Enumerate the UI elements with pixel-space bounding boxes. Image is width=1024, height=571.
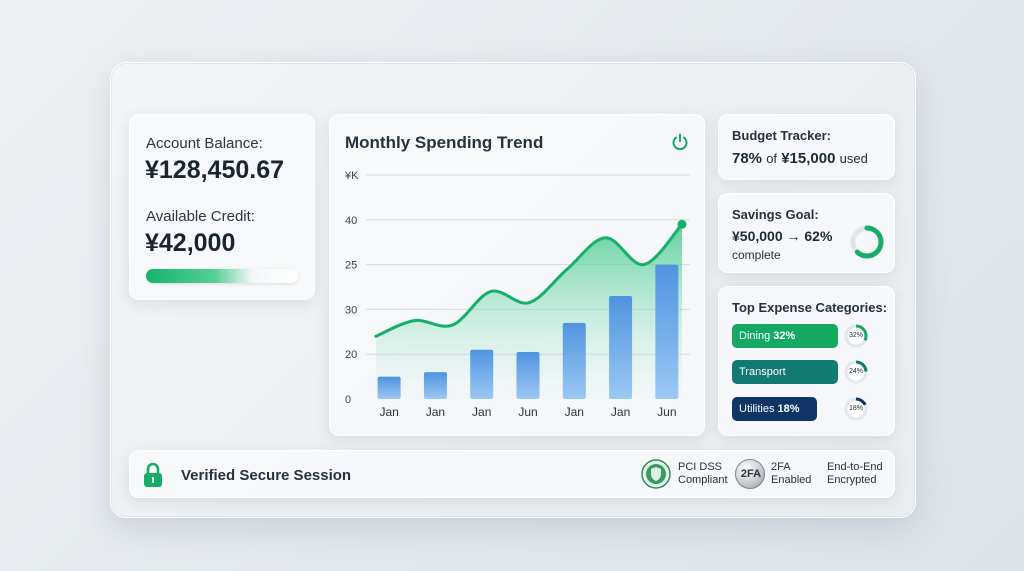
expense-bar-dining[interactable]: Dining 32%: [732, 324, 838, 348]
budget-summary: 78% of ¥15,000 used: [732, 150, 868, 167]
expense-ring-dining-graphic: [844, 324, 868, 348]
budget-of: of: [766, 151, 778, 166]
encryption-badge-text: End-to-End Encrypted: [827, 461, 883, 487]
savings-goal-card: Savings Goal: ¥50,000 → 62% complete: [718, 193, 895, 273]
trend-area: [376, 224, 682, 399]
chart-bar: [377, 376, 401, 399]
pci-badge-text: PCI DSS Compliant: [678, 461, 728, 487]
expense-ring-utilities-text: 18%: [848, 405, 863, 412]
2fa-badge-icon: 2FA: [735, 459, 765, 489]
pci-line1: PCI DSS: [678, 461, 723, 473]
account-balance-value: ¥128,450.67: [145, 156, 285, 184]
y-tick-label: 25: [345, 260, 357, 272]
budget-used: used: [839, 151, 868, 166]
y-tick-label: 0: [345, 394, 351, 406]
e2e-line1: End-to-End: [827, 461, 883, 473]
pci-line2: Compliant: [678, 474, 728, 486]
x-tick-label: Jan: [472, 405, 491, 419]
budget-title: Budget Tracker:: [732, 128, 831, 143]
lock-icon: [144, 462, 162, 487]
spending-chart: 0 20 30 25 40 ¥K Jan Jan Jan Jun Jan Jan Jun: [344, 170, 690, 419]
y-tick-label: 20: [345, 349, 357, 361]
budget-amount: ¥15,000: [781, 150, 836, 167]
x-tick-label: Jan: [565, 405, 584, 419]
account-balance-label: Account Balance:: [146, 135, 263, 152]
e2e-line2: Encrypted: [827, 474, 877, 486]
expense-ring-transport-text: 24%: [848, 368, 863, 375]
trend-line: [374, 222, 684, 338]
chart-bar: [423, 372, 447, 399]
expense-categories-card: Top Expense Categories: Dining 32% 32% T…: [718, 286, 895, 436]
chart-bar: [609, 295, 633, 399]
available-credit-label: Available Credit:: [146, 208, 255, 225]
x-tick-label: Jun: [518, 405, 537, 419]
available-credit-value: ¥42,000: [145, 229, 236, 257]
savings-complete-label: complete: [732, 248, 781, 262]
chart-bar: [516, 351, 540, 399]
expense-ring-transport: 24%: [844, 360, 868, 384]
expense-pct-utilities: 18%: [777, 403, 800, 415]
expense-bar-transport[interactable]: Transport: [732, 360, 838, 384]
savings-title: Savings Goal:: [732, 207, 819, 222]
secure-session-label: Verified Secure Session: [181, 467, 352, 484]
chart-bar: [562, 322, 586, 399]
expense-label-transport: Transport: [739, 366, 786, 378]
chart-bar: [655, 264, 679, 399]
expense-ring-utilities: 18%: [844, 397, 868, 421]
balance-card: Account Balance: ¥128,450.67 Available C…: [129, 114, 315, 300]
credit-progress-bar: [146, 269, 298, 283]
2fa-badge-glyph: 2FA: [740, 468, 762, 480]
chart-title: Monthly Spending Trend: [345, 133, 544, 152]
x-tick-label: Jan: [379, 405, 398, 419]
budget-tracker-card: Budget Tracker: 78% of ¥15,000 used: [718, 114, 895, 180]
expense-label-utilities: Utilities: [739, 403, 775, 415]
expense-ring-transport-graphic: [844, 360, 868, 384]
y-tick-label: ¥K: [344, 170, 359, 182]
x-tick-label: Jan: [426, 405, 445, 419]
trend-end-point: [677, 219, 687, 229]
y-tick-label: 30: [345, 304, 357, 316]
spending-chart-card: 0 20 30 25 40 ¥K Jan Jan Jan Jun Jan Jan Jun Monthl…: [329, 114, 705, 436]
expense-ring-utilities-graphic: [844, 397, 868, 421]
savings-progress-ring: [850, 225, 884, 259]
expense-ring-dining: 32%: [844, 324, 868, 348]
savings-goal-value: ¥50,000 → 62%: [732, 228, 833, 244]
power-icon[interactable]: [670, 132, 690, 152]
2fa-line2: Enabled: [771, 474, 812, 486]
x-tick-label: Jan: [611, 405, 630, 419]
y-tick-label: 40: [345, 215, 357, 227]
pci-shield-icon: [641, 459, 671, 489]
x-tick-label: Jun: [657, 405, 676, 419]
chart-bar: [470, 349, 494, 399]
security-footer: Verified Secure Session PCI DSS Complian…: [129, 450, 895, 498]
budget-percent: 78%: [732, 150, 763, 167]
2fa-line1: 2FA: [771, 461, 791, 473]
expense-pct-dining: 32%: [773, 330, 796, 342]
2fa-badge-text: 2FA Enabled: [771, 461, 811, 487]
expense-ring-dining-text: 32%: [848, 332, 863, 339]
expense-bar-utilities[interactable]: Utilities 18%: [732, 397, 817, 421]
expense-label-dining: Dining: [739, 330, 771, 342]
expenses-title: Top Expense Categories:: [732, 300, 888, 315]
